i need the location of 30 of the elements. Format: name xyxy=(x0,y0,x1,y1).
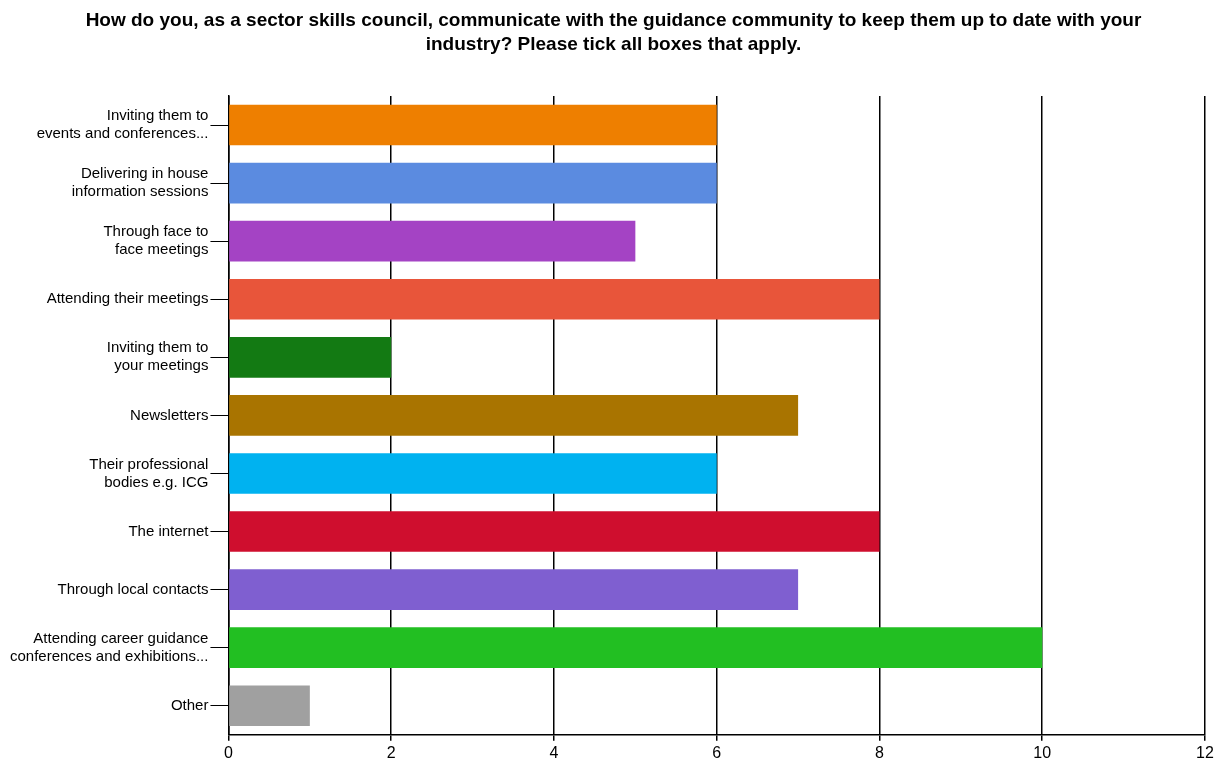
bar xyxy=(229,511,880,552)
y-tick-label: Through local contacts xyxy=(57,579,209,597)
bar xyxy=(229,162,717,204)
bar xyxy=(229,627,1043,669)
y-tick-label: Attending their meetings xyxy=(46,289,209,307)
x-tick-label: 2 xyxy=(386,743,396,761)
y-tick-label: The internet xyxy=(128,521,210,539)
x-tick-label: 10 xyxy=(1033,743,1052,761)
x-tick-label: 6 xyxy=(712,743,722,761)
bar xyxy=(229,278,880,320)
y-tick-label: Inviting them to your meetings xyxy=(106,338,209,374)
x-tick-label: 12 xyxy=(1196,743,1214,761)
chart-title: How do you, as a sector skills council, communicate with the guidance community to keep them up to date with your industry? Please tick all boxes that apply. xyxy=(84,8,1143,56)
x-tick-label: 0 xyxy=(224,743,233,761)
x-tick-label: 8 xyxy=(875,743,885,761)
y-tick-label: Inviting them to events and conferences... xyxy=(36,106,209,142)
y-tick-label: Their professional bodies e.g. ICG xyxy=(89,454,209,490)
y-tick-label: Other xyxy=(170,695,209,713)
bar xyxy=(229,395,799,436)
y-tick-label: Attending career guidance conferences and exhibitions... xyxy=(9,628,209,664)
y-tick-label: Delivering in house information sessions xyxy=(71,164,209,200)
bar xyxy=(229,453,717,494)
bar xyxy=(229,569,799,610)
bar xyxy=(229,337,392,378)
bar xyxy=(229,220,636,262)
bar xyxy=(229,104,717,146)
x-tick-label: 4 xyxy=(549,743,559,761)
y-tick-label: Newsletters xyxy=(130,405,209,423)
bar xyxy=(229,685,310,727)
y-tick-label: Through face to face meetings xyxy=(103,222,209,258)
